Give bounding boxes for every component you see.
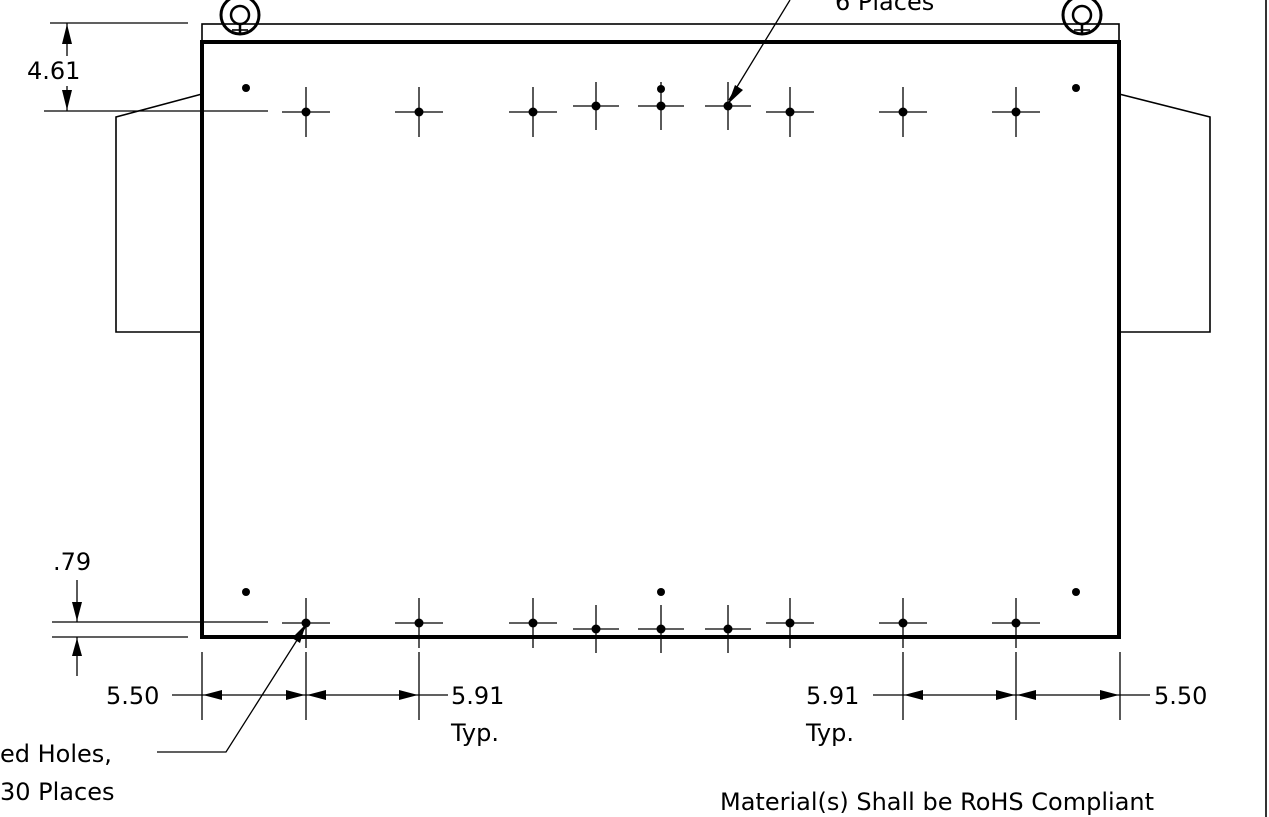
hole-marks bbox=[242, 82, 1080, 653]
hole-bottom-small-1 bbox=[638, 605, 684, 653]
handle-left bbox=[115, 93, 203, 333]
dim-bottom-offset bbox=[52, 580, 268, 676]
hole-top-0 bbox=[282, 87, 330, 137]
hole-top-small-0 bbox=[573, 82, 619, 130]
handle-right bbox=[1118, 93, 1211, 333]
dim-right-chain bbox=[873, 652, 1150, 720]
dim-left-edge-label: 5.50 bbox=[106, 682, 159, 710]
hole-bottom-1 bbox=[395, 598, 443, 648]
eye-bolt-right-icon bbox=[1061, 0, 1103, 36]
corner-dot-1 bbox=[1072, 84, 1080, 92]
dim-right-spacing-label: 5.91 bbox=[806, 682, 859, 710]
hole-bottom-small-0 bbox=[573, 605, 619, 653]
lid-strip bbox=[201, 23, 1120, 43]
dim-right-spacing-typ: Typ. bbox=[805, 719, 854, 747]
dim-left-spacing-typ: Typ. bbox=[450, 719, 499, 747]
hole-top-small-2 bbox=[705, 82, 751, 130]
center-dot-1 bbox=[657, 588, 665, 596]
hole-top-1 bbox=[395, 87, 443, 137]
corner-dot-2 bbox=[242, 588, 250, 596]
hole-top-3 bbox=[766, 87, 814, 137]
dim-bottom-offset-label: .79 bbox=[53, 548, 91, 576]
hole-bottom-0 bbox=[282, 598, 330, 648]
dim-left-spacing-label: 5.91 bbox=[451, 682, 504, 710]
dim-right-edge-label: 5.50 bbox=[1154, 682, 1207, 710]
hole-top-2 bbox=[509, 87, 557, 137]
eye-bolt-left-icon bbox=[219, 0, 261, 36]
dim-top-offset bbox=[44, 22, 268, 112]
corner-dot-3 bbox=[1072, 588, 1080, 596]
hole-top-5 bbox=[992, 87, 1040, 137]
hole-bottom-3 bbox=[766, 598, 814, 648]
callout-bottom-holes-line2: 30 Places bbox=[0, 778, 114, 806]
leader-top-places bbox=[728, 0, 791, 104]
callout-top-places: 6 Places bbox=[835, 0, 934, 16]
hole-bottom-4 bbox=[879, 598, 927, 648]
leader-bottom-holes bbox=[157, 624, 307, 753]
enclosure-body bbox=[200, 40, 1121, 639]
hole-top-small-1 bbox=[638, 82, 684, 130]
dim-top-offset-label: 4.61 bbox=[27, 57, 80, 85]
hole-bottom-small-2 bbox=[705, 605, 751, 653]
dim-left-chain bbox=[172, 652, 448, 720]
hole-bottom-5 bbox=[992, 598, 1040, 648]
footer-note: Material(s) Shall be RoHS Compliant bbox=[720, 788, 1154, 816]
corner-dot-0 bbox=[242, 84, 250, 92]
center-dot-0 bbox=[657, 85, 665, 93]
hole-bottom-2 bbox=[509, 598, 557, 648]
hole-top-4 bbox=[879, 87, 927, 137]
callout-bottom-holes-line1: ed Holes, bbox=[0, 740, 112, 768]
